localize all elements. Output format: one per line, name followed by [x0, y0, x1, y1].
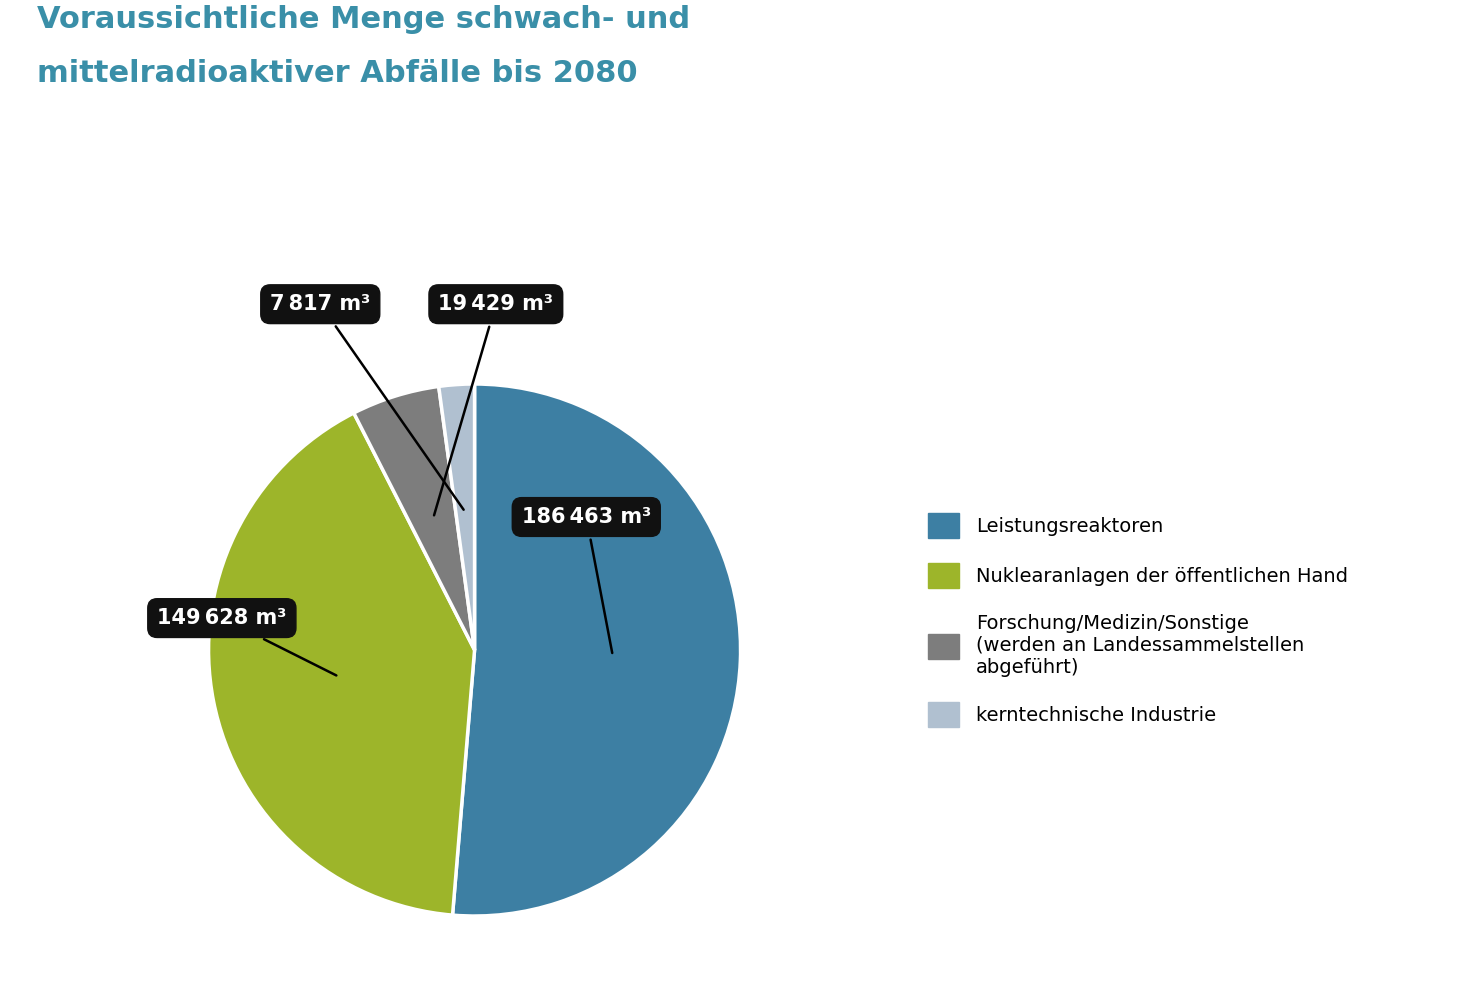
Text: mittelradioaktiver Abfälle bis 2080: mittelradioaktiver Abfälle bis 2080: [37, 59, 638, 88]
Wedge shape: [439, 384, 475, 650]
Wedge shape: [452, 384, 740, 916]
Text: 149 628 m³: 149 628 m³: [157, 608, 337, 675]
Text: Voraussichtliche Menge schwach- und: Voraussichtliche Menge schwach- und: [37, 5, 690, 34]
Wedge shape: [209, 413, 475, 915]
Text: 186 463 m³: 186 463 m³: [522, 507, 651, 653]
Text: 7 817 m³: 7 817 m³: [270, 294, 464, 509]
Text: 19 429 m³: 19 429 m³: [435, 294, 553, 515]
Legend: Leistungsreaktoren, Nuklearanlagen der öffentlichen Hand, Forschung/Medizin/Sons: Leistungsreaktoren, Nuklearanlagen der ö…: [928, 513, 1348, 727]
Wedge shape: [354, 387, 475, 650]
